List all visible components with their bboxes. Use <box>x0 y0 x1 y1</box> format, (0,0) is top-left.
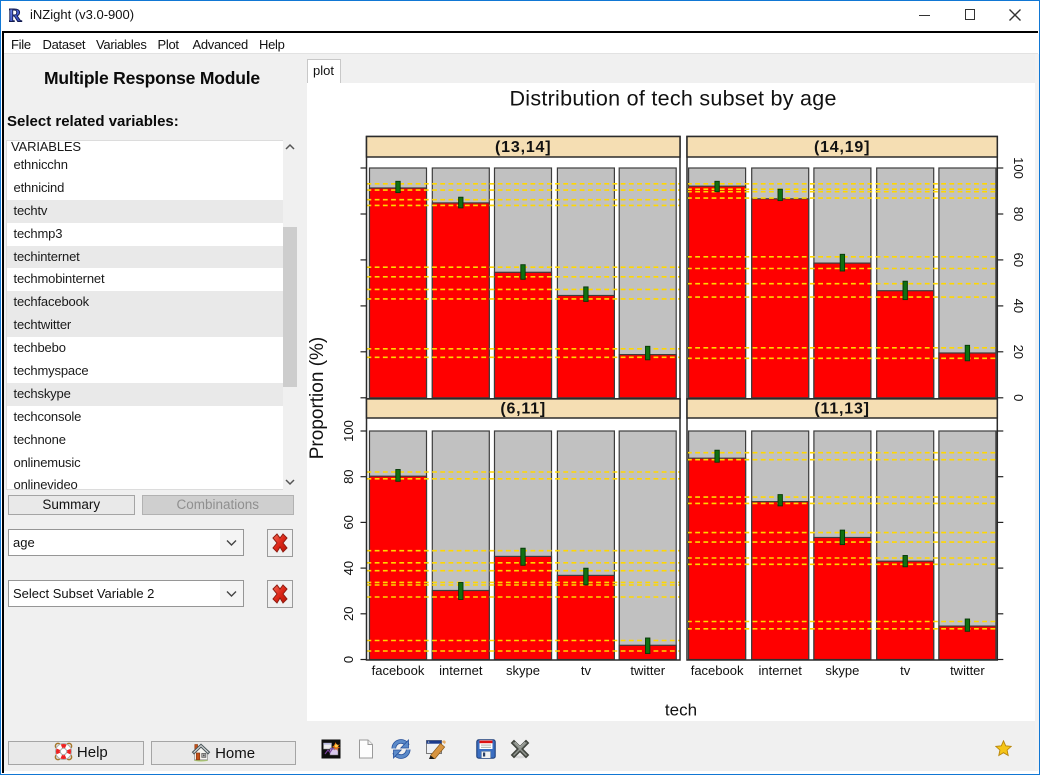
svg-text:skype: skype <box>506 663 540 678</box>
svg-text:facebook: facebook <box>691 663 744 678</box>
svg-text:60: 60 <box>341 515 356 529</box>
svg-text:100: 100 <box>1011 157 1026 179</box>
svg-text:100: 100 <box>341 420 356 442</box>
svg-text:internet: internet <box>759 663 803 678</box>
svg-text:internet: internet <box>439 663 483 678</box>
svg-text:0: 0 <box>1011 394 1026 401</box>
svg-text:0: 0 <box>341 656 356 663</box>
svg-text:R: R <box>9 7 22 24</box>
svg-text:skype: skype <box>825 663 859 678</box>
svg-text:tech: tech <box>665 701 697 720</box>
svg-text:40: 40 <box>1011 299 1026 313</box>
svg-text:80: 80 <box>1011 207 1026 221</box>
svg-text:20: 20 <box>1011 345 1026 359</box>
svg-text:twitter: twitter <box>630 663 665 678</box>
svg-text:Proportion (%): Proportion (%) <box>307 337 328 460</box>
svg-text:twitter: twitter <box>950 663 985 678</box>
svg-text:tv: tv <box>900 663 911 678</box>
svg-text:60: 60 <box>1011 253 1026 267</box>
svg-text:facebook: facebook <box>372 663 425 678</box>
svg-text:(6,11]: (6,11] <box>500 400 546 417</box>
svg-text:80: 80 <box>341 469 356 483</box>
svg-text:20: 20 <box>341 607 356 621</box>
svg-text:(13,14]: (13,14] <box>495 139 551 156</box>
svg-text:tv: tv <box>581 663 592 678</box>
svg-text:40: 40 <box>341 561 356 575</box>
svg-text:(14,19]: (14,19] <box>814 139 870 156</box>
svg-text:Distribution of tech subset by: Distribution of tech subset by age <box>510 87 837 111</box>
svg-text:(11,13]: (11,13] <box>814 400 869 417</box>
